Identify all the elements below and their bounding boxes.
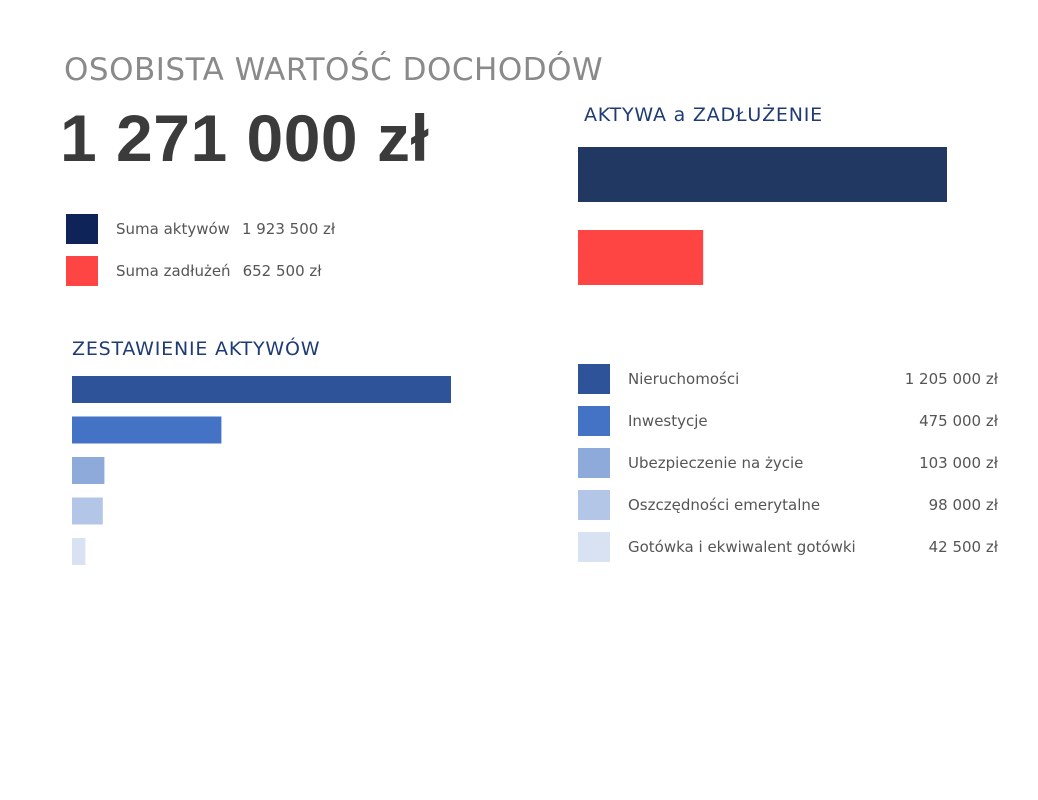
legend-label: Gotówka i ekwiwalent gotówki — [628, 538, 856, 556]
legend-value: 1 205 000 zł — [904, 370, 998, 388]
net-worth-value: 1 271 000 zł — [60, 101, 430, 175]
legend-label: Oszczędności emerytalne — [628, 496, 821, 514]
assets-label: Suma aktywów — [116, 220, 230, 238]
legend-label: Inwestycje — [628, 412, 708, 430]
liabilities-value: 652 500 zł — [242, 262, 322, 280]
legend-swatch — [578, 448, 610, 478]
summary-liabilities: Suma zadłużeń 652 500 zł — [66, 256, 322, 286]
bar-asset-1 — [72, 376, 451, 403]
assets-value: 1 923 500 zł — [241, 220, 336, 238]
liabilities-swatch — [66, 256, 98, 286]
legend-item: Ubezpieczenie na życie 103 000 zł — [578, 448, 998, 478]
legend-label: Nieruchomości — [628, 370, 740, 388]
legend-value: 475 000 zł — [919, 412, 998, 430]
legend-item: Inwestycje 475 000 zł — [578, 406, 998, 436]
bar-asset-4 — [72, 497, 103, 525]
liabilities-label: Suma zadłużeń — [116, 262, 231, 280]
legend-item: Gotówka i ekwiwalent gotówki 42 500 zł — [578, 532, 998, 562]
asset-breakdown-title: ZESTAWIENIE AKTYWÓW — [72, 338, 321, 360]
bar-asset-5 — [72, 538, 86, 565]
legend-value: 103 000 zł — [919, 454, 998, 472]
legend-item: Nieruchomości 1 205 000 zł — [578, 364, 998, 394]
legend-value: 42 500 zł — [928, 538, 998, 556]
bar-liabilities — [578, 230, 704, 285]
legend-swatch — [578, 364, 610, 394]
bar-asset-3 — [72, 457, 105, 484]
legend-label: Ubezpieczenie na życie — [628, 454, 804, 472]
legend-value: 98 000 zł — [928, 496, 998, 514]
legend-swatch — [578, 406, 610, 436]
assets-swatch — [66, 214, 98, 244]
bar-asset-2 — [72, 416, 222, 444]
legend-item: Oszczędności emerytalne 98 000 zł — [578, 490, 998, 520]
page-title: OSOBISTA WARTOŚĆ DOCHODÓW — [64, 52, 604, 88]
legend-swatch — [578, 490, 610, 520]
assets-vs-liabilities-title: AKTYWA a ZADŁUŻENIE — [584, 104, 823, 126]
summary-assets: Suma aktywów 1 923 500 zł — [66, 214, 335, 244]
legend-swatch — [578, 532, 610, 562]
bar-assets — [578, 147, 947, 202]
